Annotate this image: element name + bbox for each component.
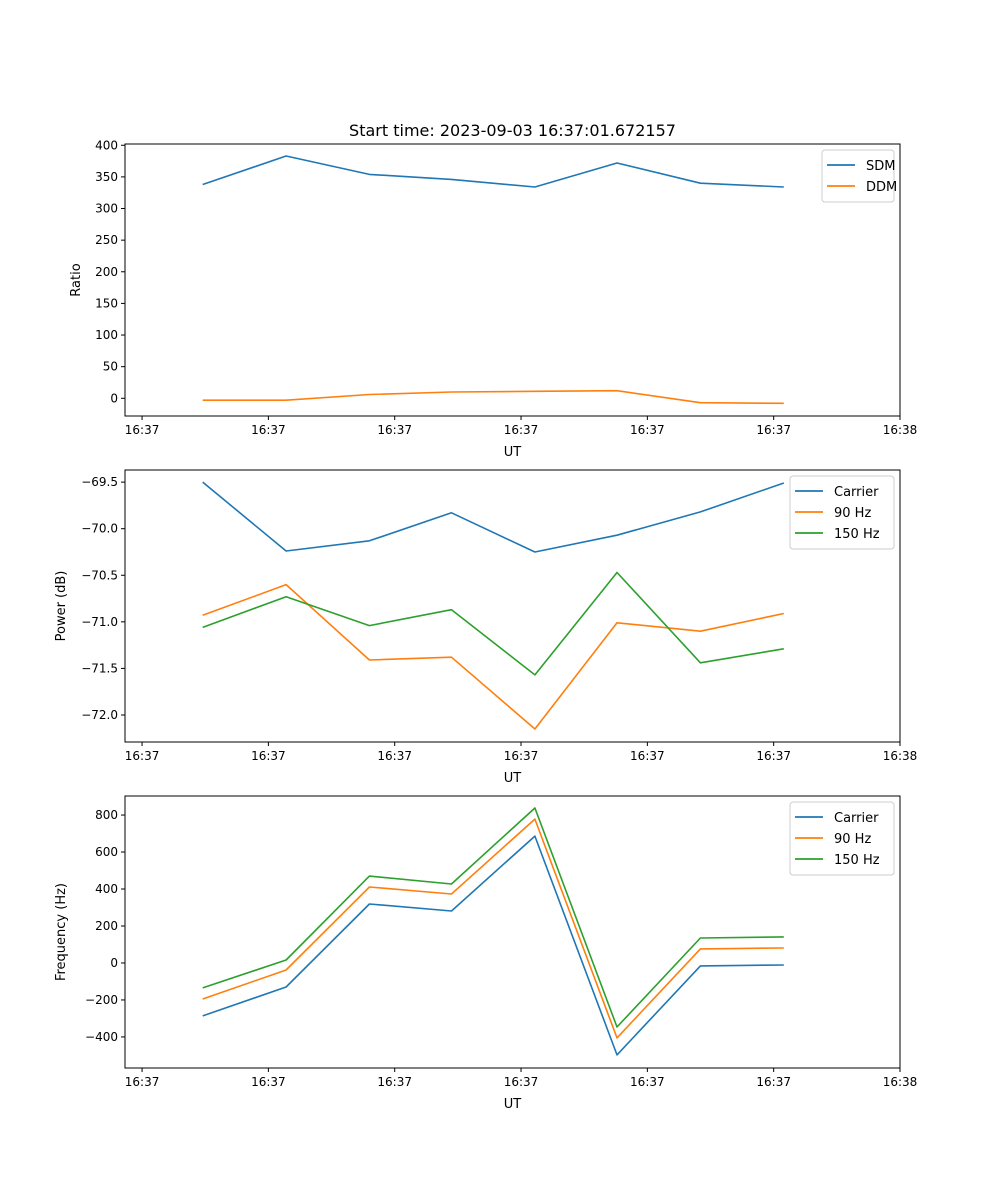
x-axis-label: UT (504, 1097, 522, 1112)
x-tick-label: 16:37 (377, 423, 412, 437)
chart-title: Start time: 2023-09-03 16:37:01.672157 (349, 121, 676, 140)
y-tick-label: −200 (85, 993, 118, 1007)
series-line-carrier (202, 835, 784, 1056)
axes-frame (124, 469, 901, 743)
x-tick-label: 16:37 (756, 423, 791, 437)
y-tick-label: 300 (95, 202, 118, 216)
legend-box (821, 149, 895, 203)
x-tick-label: 16:37 (630, 1075, 665, 1089)
series-line-90-hz (202, 583, 784, 730)
y-axis-label: Frequency (Hz) (54, 883, 69, 981)
series-line-carrier (202, 481, 785, 553)
legend: Carrier 90 Hz 150 Hz (789, 801, 895, 876)
legend-label: Carrier (834, 811, 879, 826)
subplot-2: 16:37 16:37 16:37 16:37 16:37 16:37 16:38 −72.0… (54, 469, 918, 786)
legend-label: 90 Hz (834, 506, 871, 521)
x-tick-label: 16:37 (504, 423, 539, 437)
y-tick-label: 0 (110, 391, 118, 405)
legend: SDM DDM (821, 149, 897, 203)
y-tick-label: −72.0 (81, 708, 118, 722)
y-tick-label: −400 (85, 1030, 118, 1044)
series-line-sdm (202, 155, 784, 188)
series-line-150-hz (202, 571, 784, 676)
legend-label: SDM (866, 159, 895, 174)
y-tick-label: −69.5 (81, 475, 118, 489)
x-tick-label: 16:37 (504, 749, 539, 763)
axes-frame (124, 795, 901, 1069)
legend-label: 150 Hz (834, 527, 880, 542)
series-line-150-hz (202, 807, 784, 1028)
y-tick-label: −70.5 (81, 568, 118, 582)
legend-box (789, 475, 895, 550)
y-tick-label: −71.0 (81, 615, 118, 629)
y-tick-label: 150 (95, 296, 118, 310)
legend-label: 90 Hz (834, 832, 871, 847)
y-tick-label: 800 (95, 808, 118, 822)
x-axis-label: UT (504, 771, 522, 786)
x-tick-label: 16:37 (251, 1075, 286, 1089)
x-tick-label: 16:38 (883, 423, 918, 437)
y-tick-label: 400 (95, 138, 118, 152)
y-tick-label: 600 (95, 845, 118, 859)
x-tick-label: 16:37 (756, 749, 791, 763)
y-tick-label: 350 (95, 170, 118, 184)
series-line-90-hz (202, 818, 784, 1039)
y-axis-label: Power (dB) (54, 571, 69, 642)
x-tick-label: 16:37 (125, 423, 160, 437)
y-tick-label: −70.0 (81, 522, 118, 536)
legend-label: DDM (866, 180, 897, 195)
legend: Carrier 90 Hz 150 Hz (789, 475, 895, 550)
y-tick-label: −71.5 (81, 661, 118, 675)
x-tick-label: 16:37 (125, 749, 160, 763)
x-tick-label: 16:37 (504, 1075, 539, 1089)
x-tick-label: 16:37 (377, 749, 412, 763)
x-axis-label: UT (504, 445, 522, 460)
series-line-ddm (202, 389, 784, 405)
subplot-3: 16:37 16:37 16:37 16:37 16:37 16:37 16:38 −400 −… (54, 795, 918, 1112)
y-tick-label: 0 (110, 956, 118, 970)
legend-label: 150 Hz (834, 853, 880, 868)
x-tick-label: 16:38 (883, 749, 918, 763)
y-axis-label: Ratio (69, 263, 84, 296)
x-tick-label: 16:37 (630, 423, 665, 437)
x-tick-label: 16:37 (377, 1075, 412, 1089)
x-tick-label: 16:37 (125, 1075, 160, 1089)
axes-frame (124, 143, 901, 417)
legend-box (789, 801, 895, 876)
y-tick-label: 100 (95, 328, 118, 342)
y-tick-label: 50 (103, 360, 118, 374)
y-tick-label: 250 (95, 233, 118, 247)
x-tick-label: 16:37 (251, 749, 286, 763)
x-tick-label: 16:37 (756, 1075, 791, 1089)
y-tick-label: 200 (95, 265, 118, 279)
legend-label: Carrier (834, 485, 879, 500)
x-tick-label: 16:37 (251, 423, 286, 437)
y-tick-label: 200 (95, 919, 118, 933)
x-tick-label: 16:38 (883, 1075, 918, 1089)
y-tick-label: 400 (95, 882, 118, 896)
x-tick-label: 16:37 (630, 749, 665, 763)
subplot-1: Start time: 2023-09-03 16:37:01.672157 16… (69, 121, 917, 460)
